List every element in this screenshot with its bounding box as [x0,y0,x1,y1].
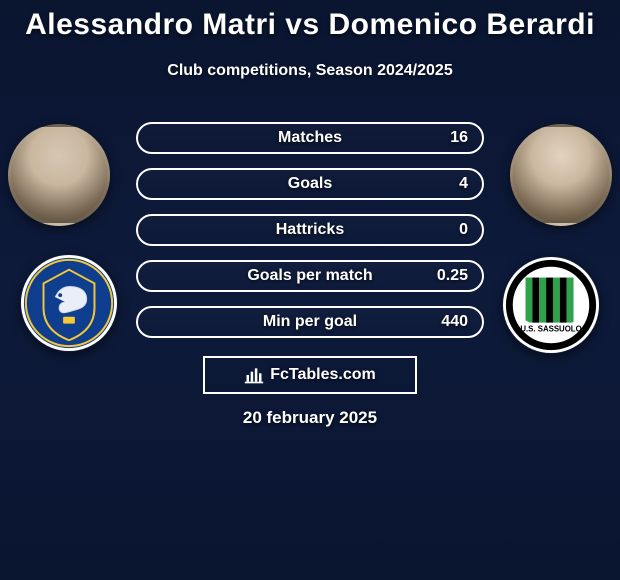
brescia-crest-icon [20,254,118,352]
stat-value: 4 [459,175,468,193]
stat-label: Goals per match [138,267,482,285]
club-left-badge [20,254,118,352]
date-text: 20 february 2025 [0,408,620,428]
stat-value: 0 [459,221,468,239]
stat-row-goals-per-match: Goals per match 0.25 [136,260,484,292]
stat-label: Goals [138,175,482,193]
subtitle: Club competitions, Season 2024/2025 [0,62,620,80]
stat-label: Min per goal [138,313,482,331]
stat-value: 440 [441,313,468,331]
svg-text:U.S. SASSUOLO: U.S. SASSUOLO [520,324,581,333]
brand-text: FcTables.com [270,366,376,384]
player-right-avatar [510,124,612,226]
club-right-badge: U.S. SASSUOLO [502,256,600,354]
stat-label: Matches [138,129,482,147]
stat-value: 0.25 [437,267,468,285]
stat-row-min-per-goal: Min per goal 440 [136,306,484,338]
stat-label: Hattricks [138,221,482,239]
stat-row-hattricks: Hattricks 0 [136,214,484,246]
bar-chart-icon [244,365,264,385]
player-left-avatar [8,124,110,226]
brand-box: FcTables.com [203,356,417,394]
stat-row-goals: Goals 4 [136,168,484,200]
sassuolo-crest-icon: U.S. SASSUOLO [502,256,600,354]
stat-value: 16 [450,129,468,147]
stat-row-matches: Matches 16 [136,122,484,154]
page-title: Alessandro Matri vs Domenico Berardi [0,0,620,42]
stats-panel: Matches 16 Goals 4 Hattricks 0 Goals per… [136,122,484,352]
